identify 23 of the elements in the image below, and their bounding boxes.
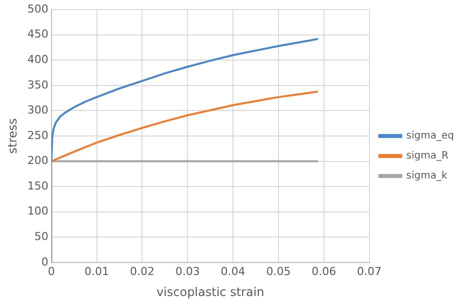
y-tick-label: 0 — [41, 255, 48, 268]
legend-label: sigma_k — [406, 170, 448, 182]
y-tick-label: 250 — [27, 128, 48, 142]
y-tick-label: 200 — [27, 154, 48, 168]
x-tick-label: 0.04 — [220, 264, 246, 278]
y-tick-label: 450 — [27, 28, 48, 41]
legend-label: sigma_eq — [406, 130, 454, 142]
x-tick-label: 0.02 — [130, 264, 154, 278]
y-tick-label: 350 — [27, 78, 48, 92]
y-tick-label: 500 — [27, 2, 48, 16]
y-tick-label: 400 — [27, 53, 48, 66]
x-tick-label: 0.07 — [357, 264, 382, 278]
y-tick-label: 300 — [27, 104, 48, 117]
x-tick-label: 0.03 — [175, 264, 200, 278]
legend-label: sigma_R — [406, 150, 448, 162]
x-axis-title: viscoplastic strain — [156, 284, 264, 299]
x-tick-label: 0.06 — [312, 264, 336, 278]
y-axis-title: stress — [5, 118, 20, 154]
y-tick-label: 100 — [27, 204, 48, 218]
x-tick-label: 0.05 — [266, 264, 291, 278]
y-tick-label: 50 — [34, 230, 48, 243]
y-tick-label: 150 — [27, 179, 48, 192]
x-tick-label: 0.01 — [84, 264, 110, 278]
